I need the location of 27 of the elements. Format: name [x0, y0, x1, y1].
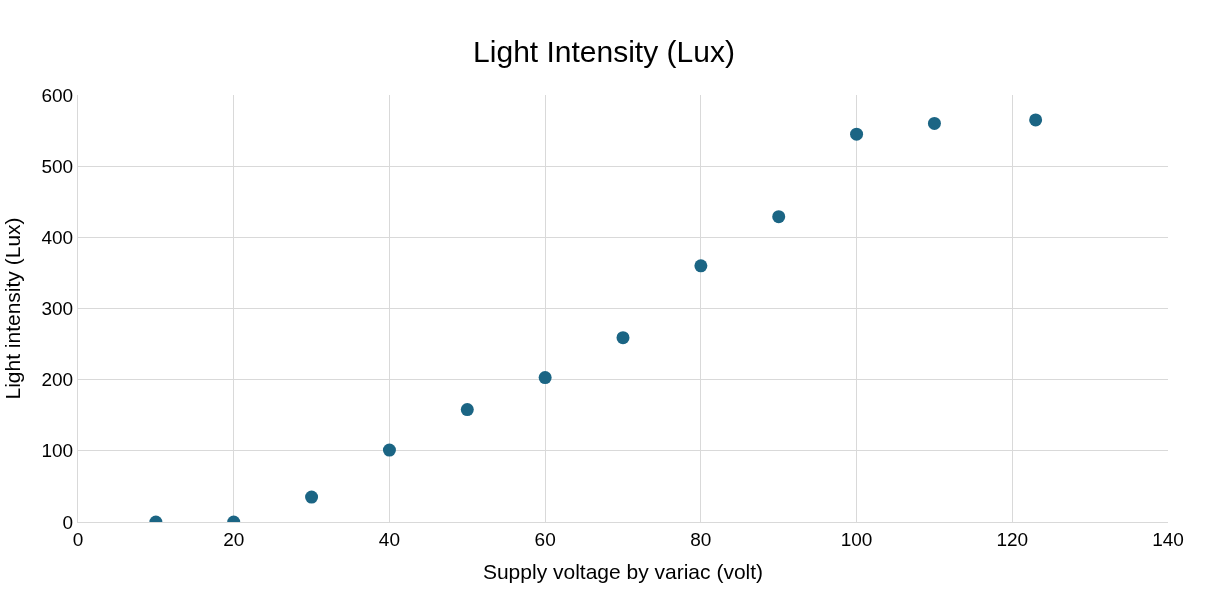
y-tick-label: 300	[41, 298, 74, 320]
point	[927, 116, 941, 130]
y-tick-label: 500	[41, 155, 74, 177]
y-tick-label: 400	[41, 226, 74, 248]
point	[305, 490, 319, 504]
point	[382, 443, 396, 457]
point	[460, 403, 474, 417]
x-tick-label: 60	[534, 528, 556, 550]
x-axis-title: Supply voltage by variac (volt)	[482, 560, 764, 583]
point	[538, 371, 552, 385]
point	[694, 259, 708, 273]
x-tick-label: 100	[840, 528, 873, 550]
x-tick-label: 140	[1152, 528, 1184, 550]
y-tick-label: 600	[41, 84, 74, 106]
x-tick-label: 20	[223, 528, 245, 550]
x-tick-label: 120	[996, 528, 1029, 550]
x-tick-label: 80	[690, 528, 712, 550]
y-tick-label: 100	[41, 440, 74, 462]
point	[1029, 113, 1043, 127]
point	[850, 127, 864, 141]
y-tick-label: 200	[41, 369, 74, 391]
y-axis-title: Light intensity (Lux)	[0, 217, 24, 400]
x-tick-label: 40	[378, 528, 400, 550]
point	[616, 331, 630, 345]
y-tick-label: 0	[62, 511, 74, 533]
chart-title: Light Intensity (Lux)	[473, 35, 735, 69]
point	[772, 210, 786, 224]
